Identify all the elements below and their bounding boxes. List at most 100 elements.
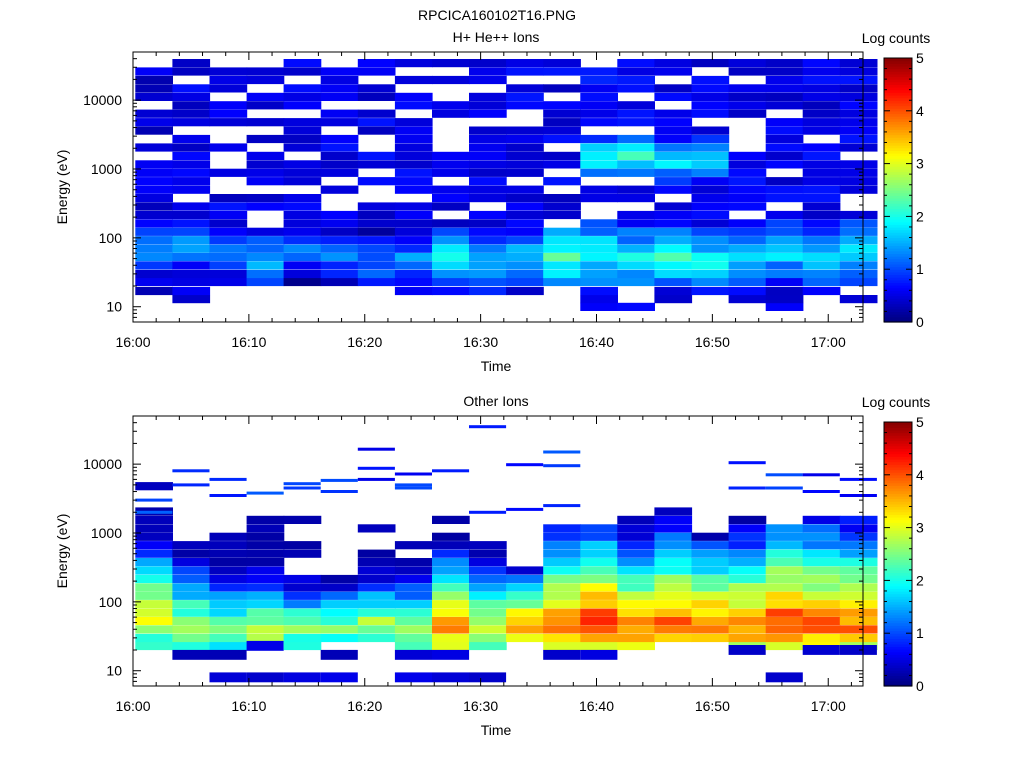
heat-cell	[839, 67, 878, 76]
heat-cell	[506, 227, 544, 236]
heat-cell	[432, 541, 470, 550]
heat-cell	[209, 532, 248, 541]
heat-cell	[320, 277, 359, 287]
heat-cell	[394, 202, 433, 211]
heat-cell	[246, 583, 285, 592]
heat-cell	[617, 75, 655, 85]
heat-cell	[617, 574, 655, 584]
heat-cell	[765, 269, 804, 279]
heat-cell	[580, 616, 618, 626]
heat-cell	[246, 640, 284, 651]
heat-cell	[469, 566, 507, 575]
plot-frame	[132, 415, 864, 687]
heat-cell	[135, 566, 173, 575]
heat-cell	[839, 600, 878, 609]
y-tick-label: 1000	[91, 525, 122, 541]
heat-cell	[506, 101, 544, 110]
heat-cell	[135, 510, 173, 514]
heat-cell	[172, 151, 211, 160]
heat-cell	[135, 143, 173, 152]
heat-cell	[617, 277, 655, 287]
heat-cell	[209, 143, 248, 152]
y-tick-label: 10000	[83, 92, 122, 108]
heat-cell	[506, 566, 544, 575]
heat-cell	[469, 168, 507, 177]
heat-cell	[802, 227, 841, 236]
heat-cell	[283, 118, 322, 127]
heat-cell	[283, 67, 322, 76]
heat-cell	[617, 210, 655, 220]
heat-cell	[320, 600, 359, 609]
heat-cell	[209, 67, 248, 76]
heat-cell	[765, 210, 804, 220]
heat-cell	[839, 574, 878, 584]
heat-cell	[283, 515, 322, 524]
heat-cell	[506, 151, 544, 160]
heat-cell	[728, 532, 767, 541]
heat-cell	[246, 574, 285, 584]
heat-cell	[432, 532, 470, 541]
heat-cell	[394, 227, 433, 236]
heat-cell	[543, 574, 581, 584]
heat-cell	[135, 177, 173, 186]
heat-cell	[283, 143, 322, 152]
heat-cell	[580, 101, 618, 110]
y-axis-ticks: 10 100 1000 10000	[83, 51, 863, 323]
heat-cell	[135, 591, 173, 600]
heat-cell	[617, 59, 655, 68]
heat-cell	[172, 469, 210, 473]
heat-cell	[691, 261, 730, 270]
heat-cell	[654, 67, 693, 76]
heat-cell	[283, 261, 322, 270]
heat-cell	[135, 126, 173, 135]
heat-cell	[469, 583, 507, 592]
heat-cell	[728, 277, 767, 287]
heat-cell	[802, 210, 841, 220]
heat-cell	[283, 92, 322, 101]
heat-cell	[506, 261, 544, 270]
heat-cell	[172, 92, 211, 101]
heat-cell	[839, 59, 878, 68]
heat-cell	[320, 185, 359, 194]
heat-cell	[246, 277, 285, 287]
heat-cell	[580, 549, 618, 558]
heat-cell	[617, 227, 655, 236]
heat-cell	[654, 277, 693, 287]
heat-cell	[135, 194, 173, 203]
heat-cell	[209, 574, 248, 584]
heat-cell	[209, 227, 248, 236]
heat-cell	[432, 252, 470, 262]
heat-cell	[172, 641, 211, 651]
heat-cell	[617, 302, 655, 311]
heat-cell	[320, 118, 359, 127]
heat-cell	[394, 151, 433, 160]
heat-cell	[580, 168, 618, 177]
heat-cell	[765, 286, 804, 296]
heat-cell	[394, 261, 433, 270]
x-tick-label: 16:50	[695, 698, 730, 714]
heat-cell	[172, 185, 211, 194]
y-tick-label: 10	[106, 299, 122, 315]
heat-cell	[543, 244, 581, 253]
heat-cell	[432, 583, 470, 592]
heat-cell	[135, 202, 173, 211]
heat-cell	[394, 160, 433, 169]
heat-cell	[320, 219, 359, 228]
heat-cell	[654, 295, 693, 304]
heat-cell	[654, 541, 693, 550]
heat-cell	[320, 649, 358, 660]
heat-cell	[543, 177, 581, 186]
heat-cell	[357, 633, 396, 643]
heat-cell	[765, 194, 804, 203]
heat-cell	[802, 185, 841, 194]
heat-cell	[432, 109, 470, 118]
heat-cell	[394, 269, 433, 279]
heat-cell	[617, 591, 655, 600]
heat-cell	[506, 286, 544, 296]
heat-cell	[209, 625, 248, 634]
heat-cell	[728, 608, 767, 617]
heat-cell	[283, 101, 322, 110]
heat-cell	[320, 583, 359, 592]
heat-cell	[839, 227, 878, 236]
heat-cell	[246, 118, 285, 127]
